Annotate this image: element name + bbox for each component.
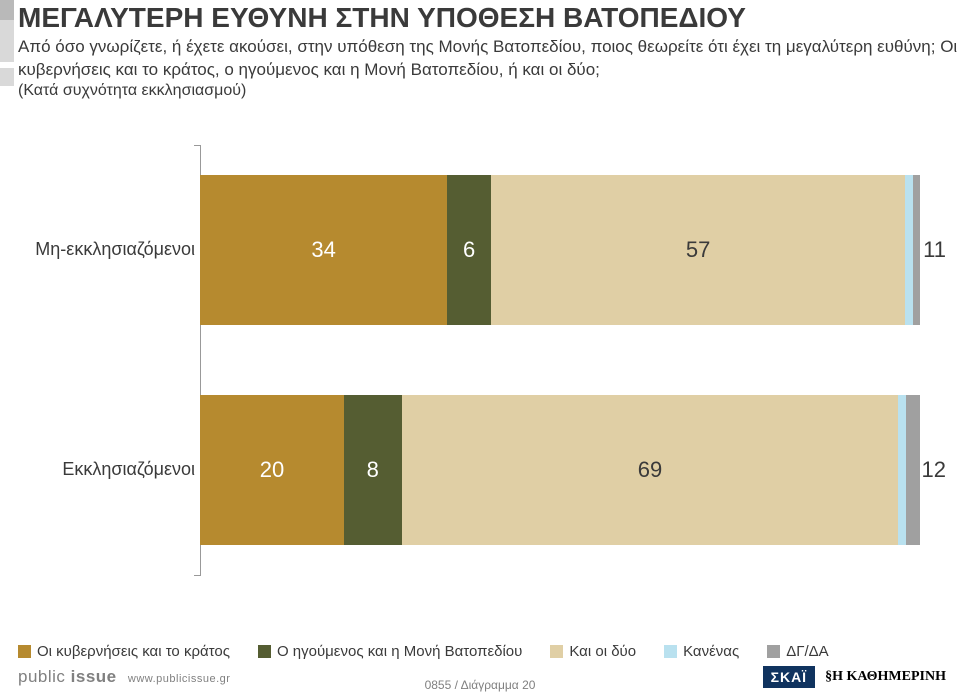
page-title: ΜΕΓΑΛΥΤΕΡΗ ΕΥΘΥΝΗ ΣΤΗΝ ΥΠΟΘΕΣΗ ΒΑΤΟΠΕΔΙΟ…: [18, 2, 960, 34]
bar-segment-none: [898, 395, 905, 545]
bar-segment-abbot: 6: [447, 175, 491, 325]
brand-logo: public issue www.publicissue.gr: [18, 667, 230, 687]
bar-segment-gov_state: 34: [200, 175, 447, 325]
legend-item-none: Κανένας: [664, 643, 739, 660]
bar-category-label: Μη-εκκλησιαζόμενοι: [0, 239, 200, 260]
legend-item-abbot: Ο ηγούμενος και η Μονή Βατοπεδίου: [258, 643, 522, 660]
bar-row: Εκκλησιαζόμενοι2086912: [0, 395, 960, 545]
bar-row: Μη-εκκλησιαζόμενοι3465711: [0, 175, 960, 325]
legend-label: Και οι δύο: [569, 643, 636, 660]
bar-segment-both: 57: [491, 175, 906, 325]
legend-item-dkna: ΔΓ/ΔΑ: [767, 643, 828, 660]
partner-logos: ΣΚΑΪ §Η ΚΑΘΗΜΕΡΙΝΗ: [763, 666, 946, 688]
legend-item-both: Και οι δύο: [550, 643, 636, 660]
legend-swatch: [258, 645, 271, 658]
bar-stack: 3465711: [200, 175, 920, 325]
legend-swatch: [18, 645, 31, 658]
legend-label: Οι κυβερνήσεις και το κράτος: [37, 643, 230, 660]
diagram-number: 0855 / Διάγραμμα 20: [425, 678, 536, 692]
stacked-bar-chart: Μη-εκκλησιαζόμενοι3465711 Εκκλησιαζόμενοι…: [0, 145, 960, 575]
bar-segment-dkna: 11: [913, 175, 920, 325]
legend-label: Κανένας: [683, 643, 739, 660]
page-footer: public issue www.publicissue.gr 0855 / Δ…: [0, 660, 960, 700]
bar-category-label: Εκκλησιαζόμενοι: [0, 459, 200, 480]
bar-segment-abbot: 8: [344, 395, 402, 545]
legend-swatch: [664, 645, 677, 658]
bar-segment-gov_state: 20: [200, 395, 344, 545]
legend-label: Ο ηγούμενος και η Μονή Βατοπεδίου: [277, 643, 522, 660]
page-subtitle: Από όσο γνωρίζετε, ή έχετε ακούσει, στην…: [18, 36, 960, 82]
page-subnote: (Κατά συχνότητα εκκλησιασμού): [18, 82, 960, 100]
header-decoration: [0, 0, 14, 86]
bar-segment-both: 69: [402, 395, 899, 545]
legend-item-gov_state: Οι κυβερνήσεις και το κράτος: [18, 643, 230, 660]
bar-stack: 2086912: [200, 395, 920, 545]
legend-swatch: [767, 645, 780, 658]
bar-segment-dkna: 12: [906, 395, 920, 545]
legend-swatch: [550, 645, 563, 658]
chart-legend: Οι κυβερνήσεις και το κράτος Ο ηγούμενος …: [18, 643, 829, 660]
bar-segment-none: [905, 175, 912, 325]
skai-logo: ΣΚΑΪ: [763, 666, 816, 688]
title-block: ΜΕΓΑΛΥΤΕΡΗ ΕΥΘΥΝΗ ΣΤΗΝ ΥΠΟΘΕΣΗ ΒΑΤΟΠΕΔΙΟ…: [0, 0, 960, 100]
legend-label: ΔΓ/ΔΑ: [786, 643, 828, 660]
brand-url: www.publicissue.gr: [128, 673, 231, 685]
kathimerini-logo: §Η ΚΑΘΗΜΕΡΙΝΗ: [825, 669, 946, 685]
